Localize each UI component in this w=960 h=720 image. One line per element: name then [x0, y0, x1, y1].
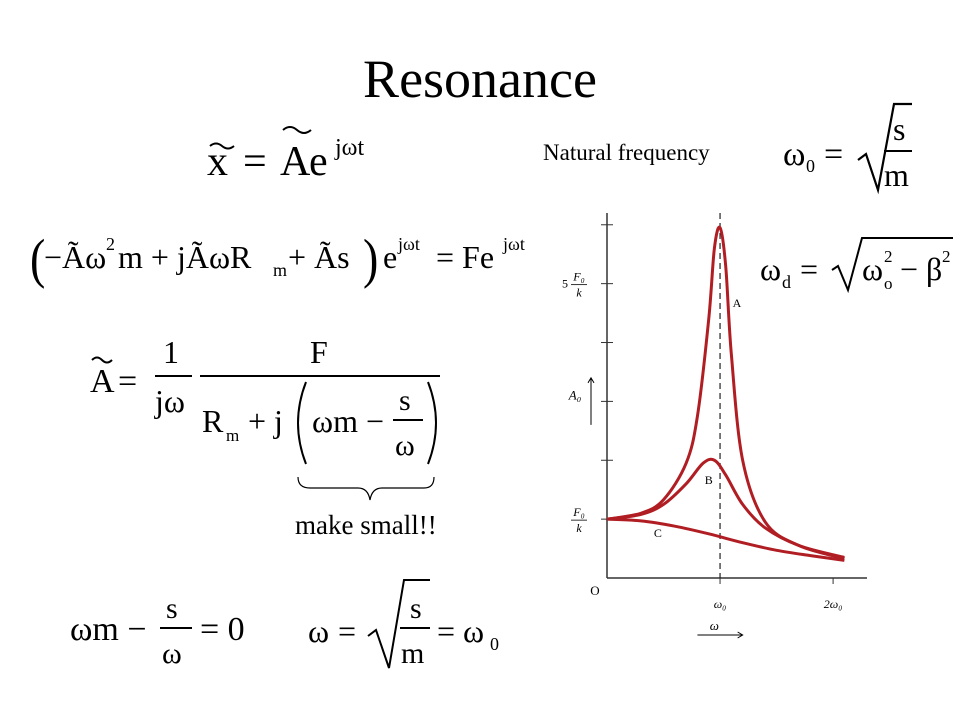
page-title: Resonance — [363, 49, 597, 109]
wd-omega: ω — [760, 251, 781, 287]
wd-rad-sub: o — [884, 274, 893, 293]
cond-s: s — [166, 592, 178, 625]
res-sub: 0 — [490, 634, 499, 654]
eq2-rhs: = Fe — [436, 239, 494, 275]
w0-omega: ω — [783, 136, 805, 173]
amp-jw: jω — [154, 383, 185, 419]
equation-motion: ( −Ãω 2 m + jÃωR m + Ãs ) e jωt = Fe jωt — [30, 228, 525, 289]
y-tick-label-5-prefix: 5 — [562, 277, 568, 291]
eq1-x: x — [207, 139, 228, 185]
chart-axes — [606, 213, 867, 579]
make-small-note: make small!! — [295, 510, 437, 540]
curve-B — [606, 457, 845, 559]
eq2-exp: jωt — [397, 234, 420, 254]
wd-radical — [831, 237, 953, 294]
amp-F: F — [310, 334, 328, 370]
w0-equals: = — [824, 136, 843, 173]
eq2-rhs-exp: jωt — [502, 234, 525, 254]
eq2-sq: 2 — [106, 234, 115, 254]
cond-wm: ωm − — [70, 611, 147, 648]
eq2-e: e — [383, 239, 397, 275]
amp-underbrace — [297, 476, 435, 501]
res-s: s — [410, 592, 422, 625]
res-m: m — [401, 637, 424, 670]
curve-label-C: C — [654, 526, 662, 540]
wd-equals: = — [800, 251, 818, 287]
amp-A: A — [90, 363, 115, 400]
amp-Rm: R — [202, 403, 224, 439]
wd-beta-sup: 2 — [942, 247, 951, 266]
res-omega: ω — [308, 613, 329, 649]
curve-A — [606, 225, 845, 561]
eq1-tilde-A — [282, 126, 312, 134]
y-axis-label: A₀ — [568, 388, 581, 403]
equation-condition: ωm − s ω = 0 — [70, 592, 245, 670]
res-radical — [367, 579, 430, 669]
y-tick-label-1-num: F₀ — [572, 505, 585, 519]
eq2-close-paren: ) — [363, 228, 378, 289]
equation-amplitude: A = 1 jω F R m + j ωm − s ω — [90, 334, 440, 501]
eq1-tilde-x — [209, 142, 235, 150]
w0-radical — [857, 102, 912, 195]
amp-wm: ωm − — [312, 403, 384, 439]
amp-plus-j: + j — [248, 403, 283, 439]
amp-w: ω — [395, 429, 415, 462]
equation-natural-frequency: ω 0 = s m — [783, 102, 912, 195]
res-eq2: = ω — [437, 613, 484, 649]
x-tick-label-w0: ω₀ — [714, 597, 727, 611]
eq1-e: e — [309, 139, 328, 185]
y-tick-label-5-num: F₀ — [572, 270, 585, 284]
wd-rad-sup: 2 — [884, 247, 893, 266]
wd-rad-omega: ω — [862, 251, 883, 287]
curve-label-B: B — [705, 473, 713, 487]
chart-ticks — [601, 224, 834, 584]
x-axis-label: ω — [710, 618, 719, 633]
curve-C — [606, 517, 845, 562]
eq2-open-paren: ( — [30, 228, 45, 289]
chart-curves — [606, 225, 845, 562]
res-equals: = — [338, 613, 356, 649]
amp-right-paren — [427, 381, 437, 465]
amp-sub-m: m — [226, 426, 239, 445]
x-tick-label-origin: O — [590, 583, 599, 598]
amp-tilde-A — [91, 356, 113, 364]
y-tick-label-5-den: k — [576, 286, 582, 300]
equation-damped-frequency: ω d = ω 2 o − β 2 — [760, 237, 953, 294]
y-axis-arrowhead — [587, 376, 595, 384]
w0-sub: 0 — [806, 156, 815, 176]
x-axis-arrowhead — [737, 631, 744, 639]
cond-w: ω — [162, 637, 182, 670]
amp-s: s — [399, 384, 411, 417]
wd-minus-beta: − β — [900, 251, 942, 287]
eq1-A: A — [280, 139, 311, 185]
w0-den: m — [884, 157, 909, 193]
eq1-exp: jωt — [334, 135, 364, 161]
y-tick-label-1-den: k — [576, 521, 582, 535]
eq2-sub-m: m — [273, 260, 287, 280]
eq2-t1: −Ãω — [44, 239, 106, 275]
amp-left-paren — [297, 381, 307, 465]
natural-frequency-label: Natural frequency — [543, 140, 710, 165]
equation-result: ω = s m = ω 0 — [308, 579, 499, 670]
equation-phasor: x = A e jωt — [207, 126, 364, 185]
amp-one: 1 — [163, 334, 179, 370]
amp-equals: = — [118, 363, 137, 400]
wd-sub: d — [782, 272, 791, 292]
eq2-t1b: m + jÃωR — [118, 239, 252, 275]
w0-num: s — [893, 111, 905, 147]
cond-rhs: = 0 — [200, 611, 245, 648]
eq2-t2: + Ãs — [288, 239, 350, 275]
eq1-equals: = — [243, 139, 267, 185]
x-tick-label-2w0: 2ω₀ — [824, 597, 843, 611]
curve-label-A: A — [733, 296, 742, 310]
